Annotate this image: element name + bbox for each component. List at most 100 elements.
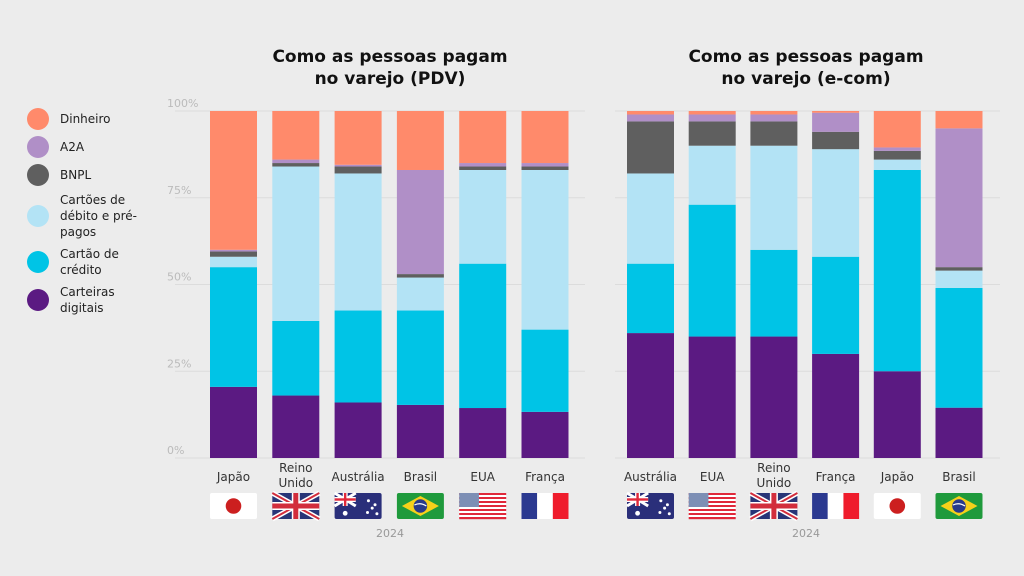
legend-swatch [27,289,49,311]
bar-segment [873,159,921,170]
y-tick-label: 75% [167,184,191,197]
flag-uk-icon [271,490,321,522]
bar-segment [210,111,257,250]
bar-segment [210,386,257,458]
bar-segment [750,336,798,458]
bar-segment [935,267,983,271]
bar-segment [459,111,507,164]
chart-title-pdv: Como as pessoas pagam no varejo (PDV) [240,46,540,90]
flag-us-icon [688,493,736,520]
x-tick-label: EUA [700,470,725,484]
bar-segment [627,333,674,458]
legend-label: Cartão de crédito [60,247,119,277]
bar-segment [627,263,674,334]
bar-segment [334,402,382,458]
x-tick-label: Austrália [332,470,385,484]
bar-segment [750,249,798,337]
x-tick-label: França [525,470,565,484]
bar-segment [688,336,736,458]
flag-us-icon [459,493,507,520]
bar-segment [210,249,257,252]
legend-item-debito: Cartões de débito e pré-pagos [27,192,177,240]
bar-segment [812,256,860,354]
flag-fr-icon [521,493,569,519]
bar-segment [396,169,444,275]
bar-segment [627,111,674,115]
flag-au-icon [626,491,674,519]
bar-segment [873,147,921,151]
flag-uk-icon [749,490,799,522]
bar-segment [272,111,320,160]
x-tick-label: Unido [278,476,313,490]
bar-segment [627,114,674,122]
bar-segment [812,149,860,257]
legend-swatch [27,251,49,273]
flag-br-icon [396,493,444,519]
bar-segment [459,263,507,409]
legend-label: Dinheiro [60,112,111,126]
bar-segment [873,371,921,458]
flag-fr-icon [812,493,860,519]
bar-segment [272,166,320,321]
bar-segment [272,395,320,458]
bar-segment [396,111,444,170]
bar-segment [459,408,507,458]
legend-item-a2a: A2A [27,136,177,158]
bar-segment [521,169,569,330]
y-tick-label: 0% [167,444,184,457]
bar-segment [521,166,569,170]
bar-segment [688,204,736,337]
x-tick-label: Unido [757,476,792,490]
bar-segment [210,251,257,257]
chart-title-ecom: Como as pessoas pagam no varejo (e-com) [656,46,956,90]
legend-swatch [27,136,49,158]
legend: Dinheiro A2A BNPL Cartões de débito e pr… [27,108,177,322]
chart-title-line: Como as pessoas pagam [688,47,924,67]
bar-segment [812,111,860,113]
bar-segment [210,256,257,268]
bar-segment [521,411,569,458]
chart-title-line: no varejo (e-com) [721,69,891,89]
bar-segment [521,329,569,412]
x-tick-label: Brasil [404,470,437,484]
legend-item-carteiras: Carteiras digitais [27,284,177,316]
bar-segment [935,111,983,129]
x-tick-label: Japão [880,470,914,484]
bar-segment [688,145,736,205]
x-axis-label: 2024 [376,527,404,540]
bar-segment [935,128,983,268]
x-tick-label: Brasil [942,470,975,484]
legend-label: Carteiras digitais [60,285,115,315]
bar-segment [396,277,444,311]
bar-segment [272,320,320,396]
y-tick-label: 25% [167,357,191,370]
bar-segment [873,111,921,148]
bar-segment [459,169,507,264]
legend-label: BNPL [60,168,92,182]
flag-br-icon [935,493,983,519]
legend-swatch [27,108,49,130]
bar-segment [873,150,921,160]
bar-segment [812,131,860,150]
bar-segment [272,163,320,167]
flag-au-icon [333,491,382,519]
legend-item-bnpl: BNPL [27,164,177,186]
x-tick-label: EUA [470,470,495,484]
bar-segment [935,287,983,408]
bar-segment [334,310,382,403]
bar-segment [750,114,798,122]
bar-segment [750,145,798,250]
legend-swatch [27,205,49,227]
bar-segment [459,166,507,170]
bar-segment [935,407,983,458]
bar-segment [873,169,921,372]
legend-swatch [27,164,49,186]
legend-label: Cartões de débito e pré-pagos [60,193,138,239]
bar-segment [812,353,860,458]
bar-segment [396,274,444,278]
legend-item-credito: Cartão de crédito [27,246,177,278]
x-tick-label: Austrália [624,470,677,484]
bar-segment [396,404,444,458]
bar-segment [521,111,569,164]
bar-segment [459,163,507,167]
